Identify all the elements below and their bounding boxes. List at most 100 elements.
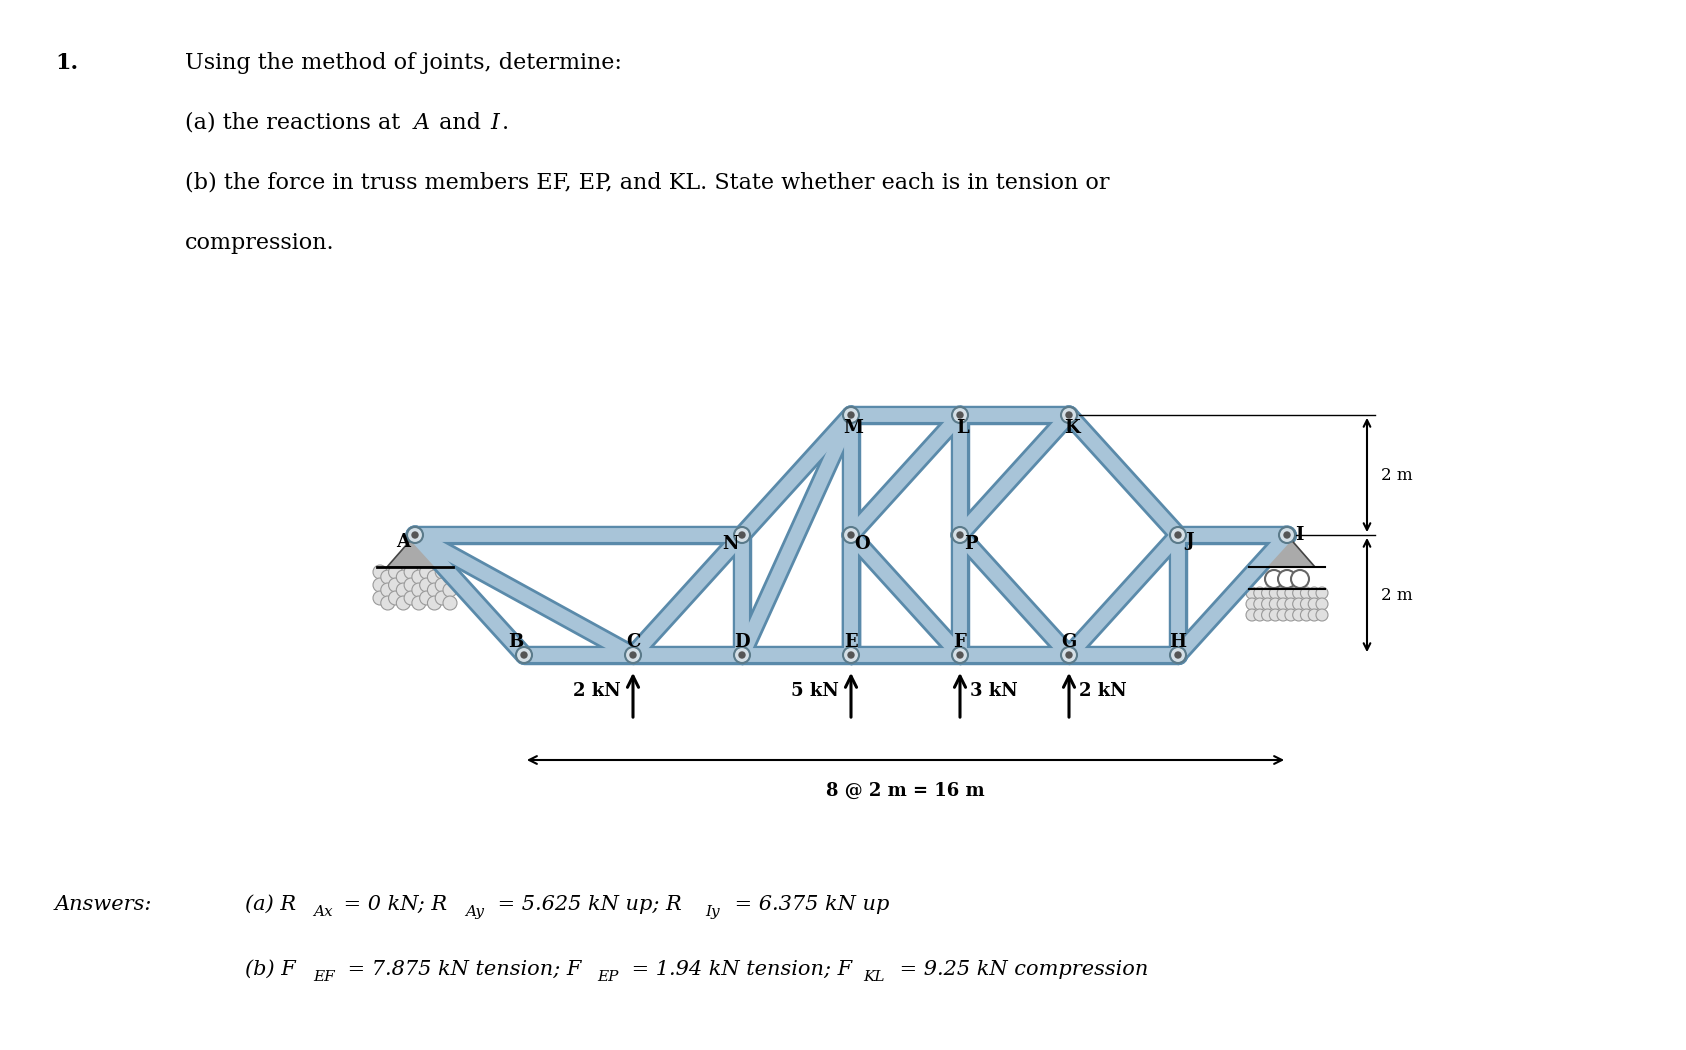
Circle shape xyxy=(428,583,442,597)
Circle shape xyxy=(1293,598,1305,610)
Text: = 1.94 kN tension; F: = 1.94 kN tension; F xyxy=(626,960,851,979)
Text: Using the method of joints, determine:: Using the method of joints, determine: xyxy=(185,52,622,74)
Circle shape xyxy=(958,652,963,658)
Circle shape xyxy=(405,591,418,605)
Circle shape xyxy=(1278,570,1297,588)
Circle shape xyxy=(1276,609,1290,621)
Text: = 7.875 kN tension; F: = 7.875 kN tension; F xyxy=(341,960,582,979)
Circle shape xyxy=(1261,598,1273,610)
Text: 2 kN: 2 kN xyxy=(1079,681,1126,699)
Circle shape xyxy=(1317,609,1329,621)
Circle shape xyxy=(373,565,388,579)
Polygon shape xyxy=(1259,536,1315,567)
Text: = 9.25 kN compression: = 9.25 kN compression xyxy=(894,960,1148,979)
Circle shape xyxy=(1060,407,1077,423)
Text: 2 m: 2 m xyxy=(1381,587,1413,604)
Circle shape xyxy=(1291,570,1308,588)
Circle shape xyxy=(1264,570,1283,588)
Text: N: N xyxy=(722,536,738,553)
Text: EF: EF xyxy=(314,970,336,984)
Circle shape xyxy=(1170,647,1185,663)
Text: A: A xyxy=(396,533,410,551)
Text: EP: EP xyxy=(597,970,619,984)
Circle shape xyxy=(405,578,418,592)
Circle shape xyxy=(1280,527,1295,543)
Circle shape xyxy=(1246,609,1258,621)
Circle shape xyxy=(1270,587,1281,598)
Text: 2 m: 2 m xyxy=(1381,466,1413,483)
Circle shape xyxy=(1246,598,1258,610)
Circle shape xyxy=(738,532,745,538)
Circle shape xyxy=(848,652,855,658)
Circle shape xyxy=(843,647,858,663)
Text: (a) the reactions at: (a) the reactions at xyxy=(185,112,408,134)
Text: M: M xyxy=(843,419,863,437)
Circle shape xyxy=(1254,598,1266,610)
Text: Ax: Ax xyxy=(314,905,332,919)
Text: .: . xyxy=(502,112,509,134)
Circle shape xyxy=(1300,609,1312,621)
Circle shape xyxy=(411,532,418,538)
Circle shape xyxy=(443,583,457,597)
Circle shape xyxy=(843,527,858,543)
Circle shape xyxy=(405,565,418,579)
Circle shape xyxy=(1276,587,1290,598)
Circle shape xyxy=(420,578,433,592)
Text: and: and xyxy=(432,112,489,134)
Circle shape xyxy=(1308,609,1320,621)
Circle shape xyxy=(406,527,423,543)
Circle shape xyxy=(1170,527,1185,543)
Circle shape xyxy=(953,407,968,423)
Text: 3 kN: 3 kN xyxy=(969,681,1018,699)
Text: (b) F: (b) F xyxy=(244,960,295,979)
Circle shape xyxy=(1317,598,1329,610)
Text: compression.: compression. xyxy=(185,232,334,254)
Circle shape xyxy=(1285,587,1297,598)
Circle shape xyxy=(848,532,855,538)
Circle shape xyxy=(373,591,388,605)
Circle shape xyxy=(420,591,433,605)
Text: K: K xyxy=(1064,419,1079,437)
Circle shape xyxy=(1254,609,1266,621)
Text: E: E xyxy=(845,633,858,651)
Circle shape xyxy=(443,570,457,584)
Circle shape xyxy=(516,647,533,663)
Circle shape xyxy=(848,412,855,418)
Text: A: A xyxy=(415,112,430,134)
Circle shape xyxy=(411,570,427,584)
Text: (a) R: (a) R xyxy=(244,895,297,914)
Text: KL: KL xyxy=(863,970,885,984)
Circle shape xyxy=(733,527,750,543)
Circle shape xyxy=(388,578,403,592)
Circle shape xyxy=(443,596,457,610)
Text: Answers:: Answers: xyxy=(56,895,152,914)
Circle shape xyxy=(373,578,388,592)
Circle shape xyxy=(435,565,448,579)
Circle shape xyxy=(1270,598,1281,610)
Text: 1.: 1. xyxy=(56,52,78,74)
Circle shape xyxy=(953,527,968,543)
Circle shape xyxy=(1175,532,1180,538)
Text: D: D xyxy=(733,633,750,651)
Text: = 5.625 kN up; R: = 5.625 kN up; R xyxy=(491,895,681,914)
Text: (b) the force in truss members EF, EP, and KL. State whether each is in tension : (b) the force in truss members EF, EP, a… xyxy=(185,172,1109,194)
Text: H: H xyxy=(1170,633,1187,651)
Circle shape xyxy=(1308,598,1320,610)
Circle shape xyxy=(521,652,528,658)
Circle shape xyxy=(411,596,427,610)
Text: = 6.375 kN up: = 6.375 kN up xyxy=(728,895,890,914)
Circle shape xyxy=(420,565,433,579)
Circle shape xyxy=(1254,587,1266,598)
Circle shape xyxy=(1276,598,1290,610)
Circle shape xyxy=(626,647,641,663)
Circle shape xyxy=(1066,412,1072,418)
Circle shape xyxy=(1066,652,1072,658)
Text: P: P xyxy=(964,536,978,553)
Text: 8 @ 2 m = 16 m: 8 @ 2 m = 16 m xyxy=(826,782,985,800)
Circle shape xyxy=(958,412,963,418)
Circle shape xyxy=(1060,647,1077,663)
Text: B: B xyxy=(507,633,523,651)
Circle shape xyxy=(1317,587,1329,598)
Circle shape xyxy=(953,647,968,663)
Circle shape xyxy=(396,570,410,584)
